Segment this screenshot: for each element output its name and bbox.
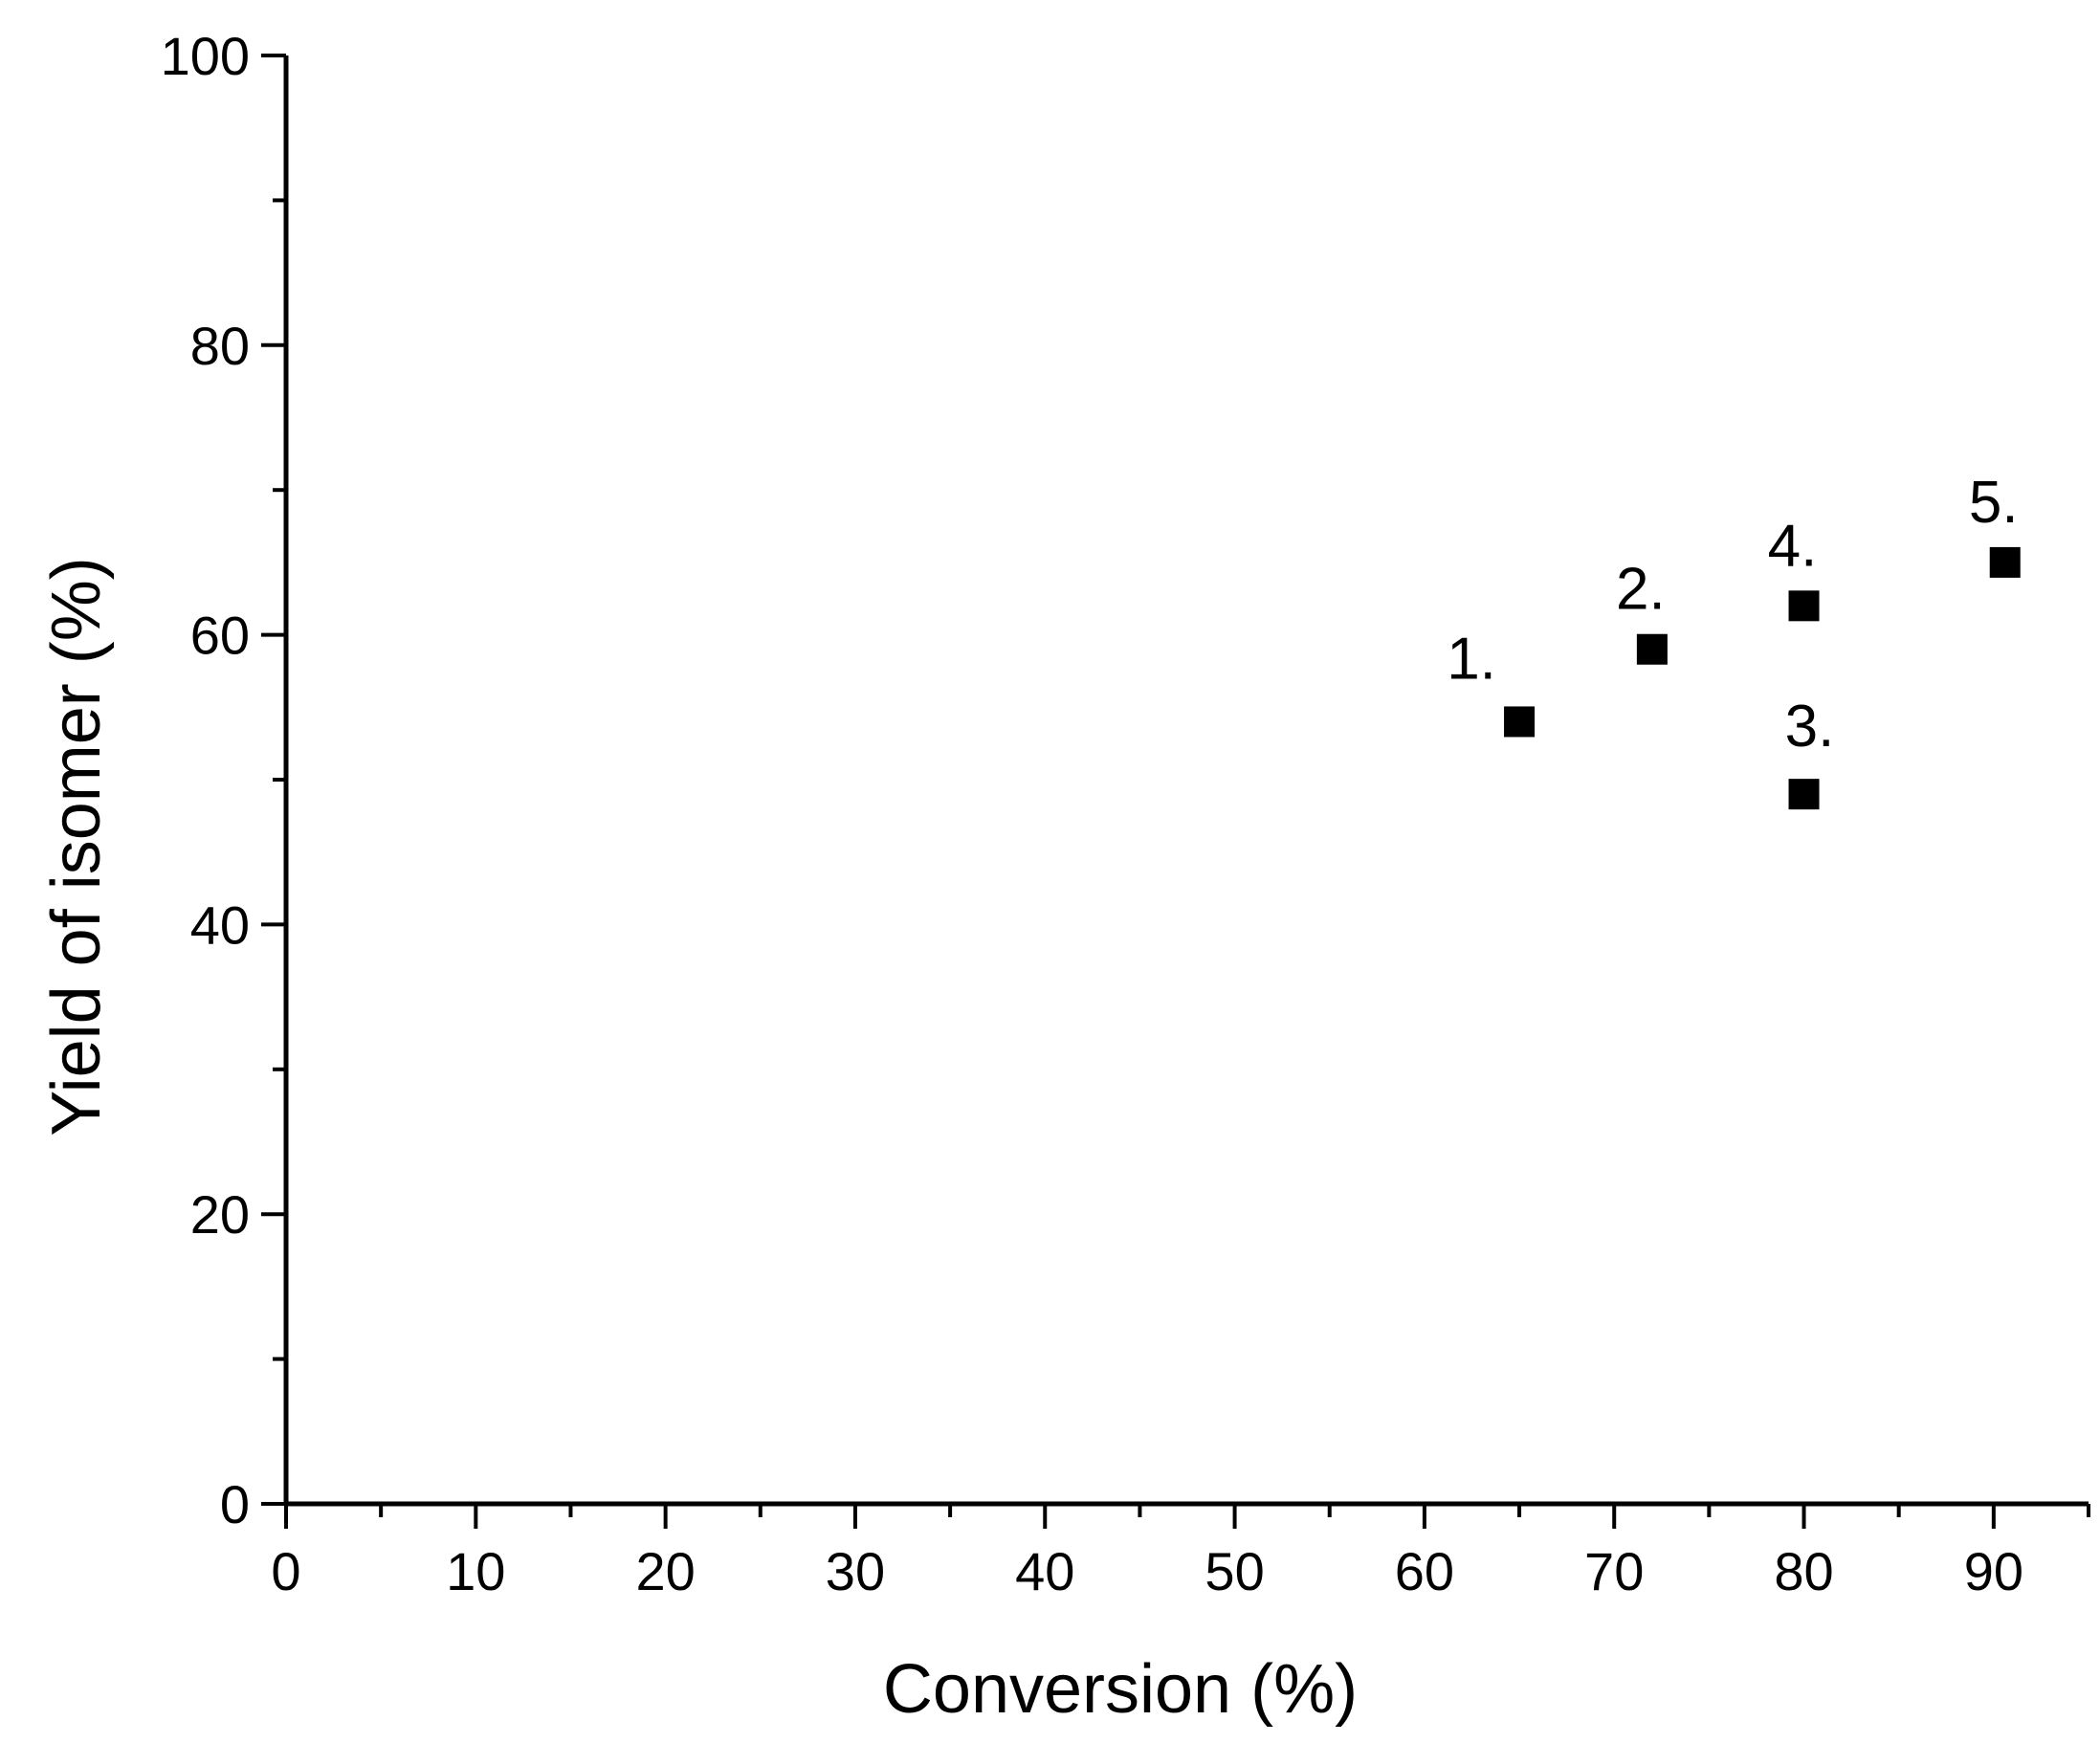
x-tick-label: 80 — [1774, 1541, 1833, 1601]
x-tick-label: 40 — [1015, 1541, 1074, 1601]
data-point — [1788, 779, 1820, 810]
y-tick-label: 60 — [190, 606, 250, 666]
y-tick-label: 80 — [190, 316, 250, 376]
data-points — [1504, 546, 2021, 810]
x-tick-label: 30 — [826, 1541, 885, 1601]
y-axis-title: Yield of isomer (%) — [38, 557, 115, 1136]
y-tick-label: 0 — [220, 1474, 250, 1534]
data-point — [1504, 706, 1536, 738]
data-point — [1636, 633, 1668, 665]
y-tick-label: 100 — [161, 26, 250, 86]
data-point-label: 3. — [1785, 694, 1835, 760]
data-point — [1788, 590, 1820, 622]
data-point — [1989, 546, 2021, 578]
x-tick-label: 10 — [446, 1541, 505, 1601]
x-tick-label: 60 — [1395, 1541, 1454, 1601]
y-tick-label: 20 — [190, 1184, 250, 1245]
y-tick-label: 40 — [190, 894, 250, 955]
x-tick-label: 20 — [635, 1541, 695, 1601]
point-labels: 1. 2. 3. 4. 5. — [1447, 470, 2018, 760]
data-point-label: 5. — [1969, 470, 2019, 536]
x-tick-label: 50 — [1205, 1541, 1264, 1601]
data-point-label: 4. — [1768, 513, 1818, 579]
ticks: 0 10 20 30 40 50 60 70 80 90 0 20 40 60 80 100 — [161, 26, 2090, 1601]
x-tick-label: 90 — [1964, 1541, 2023, 1601]
data-point-label: 1. — [1447, 626, 1496, 692]
data-point-label: 2. — [1616, 557, 1666, 623]
x-tick-label: 0 — [271, 1541, 300, 1601]
x-axis-title: Conversion (%) — [883, 1651, 1358, 1728]
x-tick-label: 70 — [1584, 1541, 1644, 1601]
